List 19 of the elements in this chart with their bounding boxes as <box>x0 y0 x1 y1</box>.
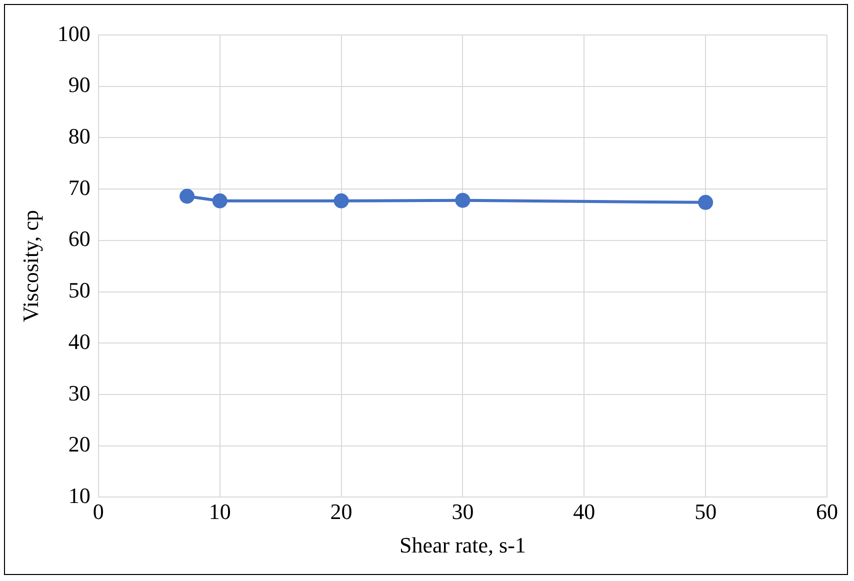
x-tick-label: 0 <box>92 499 104 524</box>
y-tick-label: 30 <box>68 380 90 406</box>
y-tick-label: 60 <box>68 226 90 252</box>
y-tick-label: 90 <box>68 72 90 98</box>
x-tick-label: 10 <box>208 499 231 524</box>
y-tick-label: 20 <box>68 432 90 457</box>
x-tick-label: 50 <box>694 499 717 524</box>
y-tick-label: 80 <box>68 123 90 148</box>
x-tick-label: 40 <box>573 499 596 524</box>
y-tick-label: 10 <box>68 482 90 508</box>
x-tick-label: 30 <box>452 499 474 524</box>
x-tick-label: 60 <box>816 499 838 524</box>
x-axis-title: Shear rate, s-1 <box>399 532 526 558</box>
y-axis-title: Viscosity, cp <box>18 210 43 322</box>
y-tick-label: 50 <box>68 278 90 303</box>
y-tick-label: 70 <box>68 174 90 200</box>
y-tick-label: 40 <box>68 328 90 354</box>
y-tick-label: 100 <box>57 20 90 46</box>
x-tick-label: 20 <box>330 499 352 524</box>
